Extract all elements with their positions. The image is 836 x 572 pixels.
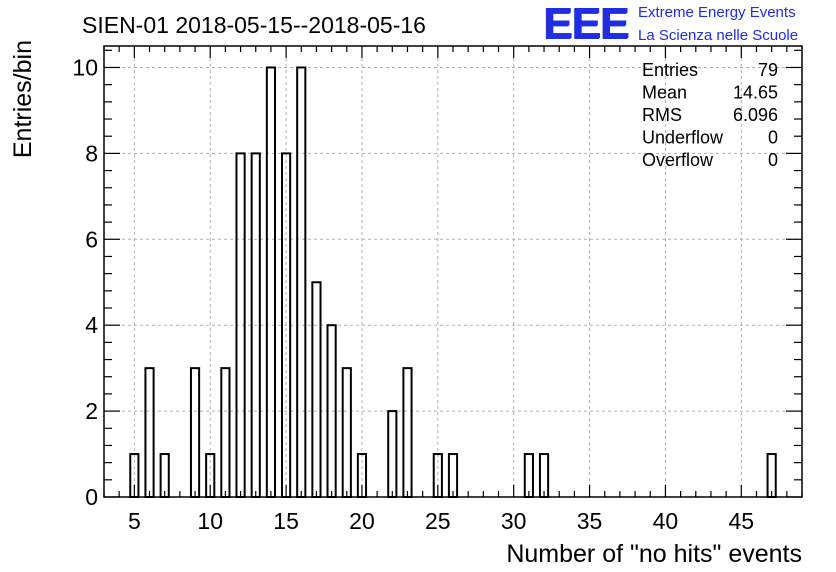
chart-title: SIEN-01 2018-05-15--2018-05-16 <box>82 12 426 38</box>
y-tick-label-2: 2 <box>85 398 98 424</box>
y-tick-label-0: 0 <box>85 484 98 510</box>
y-tick-label-8: 8 <box>85 140 98 166</box>
x-tick-label-5: 5 <box>128 508 141 534</box>
stat-label-mean: Mean <box>642 83 687 103</box>
x-tick-label-20: 20 <box>349 508 375 534</box>
stat-label-rms: RMS <box>642 105 682 125</box>
x-tick-label-40: 40 <box>653 508 679 534</box>
x-tick-label-15: 15 <box>273 508 299 534</box>
bar-bin-6 <box>144 367 155 498</box>
y-tick-labels: 0 2 4 6 8 10 <box>72 54 98 510</box>
grid-lines <box>104 46 802 497</box>
stat-value-rms: 6.096 <box>733 105 778 125</box>
bar-bin-11 <box>220 367 231 498</box>
bar-bin-26 <box>447 453 459 498</box>
bar-bin-16 <box>296 66 307 498</box>
bar-bin-32 <box>538 453 550 498</box>
bar-bin-23 <box>402 367 413 498</box>
stat-value-entries: 79 <box>758 60 778 80</box>
stat-value-mean: 14.65 <box>733 83 778 103</box>
bar-bin-19 <box>341 367 352 498</box>
plot-frame <box>103 45 803 498</box>
stat-value-overflow: 0 <box>768 150 778 170</box>
axes <box>103 45 803 498</box>
y-axis-label: Entries/bin <box>9 40 37 158</box>
y-tick-label-4: 4 <box>85 312 98 338</box>
x-tick-labels: 5 10 15 20 25 30 35 40 45 <box>128 508 754 534</box>
bar-bin-31 <box>523 453 534 498</box>
stat-label-entries: Entries <box>642 60 698 80</box>
logo-line-1: Extreme Energy Events <box>638 4 796 21</box>
logo-line-2: La Scienza nelle Scuole <box>638 27 799 44</box>
bar-bin-14 <box>265 66 276 498</box>
stat-label-overflow: Overflow <box>642 150 714 170</box>
bar-bin-22 <box>387 410 398 499</box>
stat-value-underflow: 0 <box>768 128 778 148</box>
bar-bin-7 <box>159 453 170 498</box>
stat-label-underflow: Underflow <box>642 128 724 148</box>
x-tick-label-35: 35 <box>577 508 603 534</box>
eee-logo-mark: EEE <box>543 0 629 48</box>
x-tick-label-45: 45 <box>729 508 755 534</box>
x-tick-label-25: 25 <box>425 508 451 534</box>
x-axis-label: Number of "no hits" events <box>506 540 802 568</box>
stats-box: Entries 79 Mean 14.65 RMS 6.096 Underflow 0 Over… <box>642 60 778 170</box>
x-tick-label-10: 10 <box>197 508 223 534</box>
y-tick-label-10: 10 <box>72 54 98 80</box>
x-tick-label-30: 30 <box>501 508 527 534</box>
y-tick-label-6: 6 <box>85 226 98 252</box>
bar-bin-9 <box>189 367 201 498</box>
bar-bin-47 <box>766 453 777 498</box>
bar-bin-17 <box>311 281 322 498</box>
